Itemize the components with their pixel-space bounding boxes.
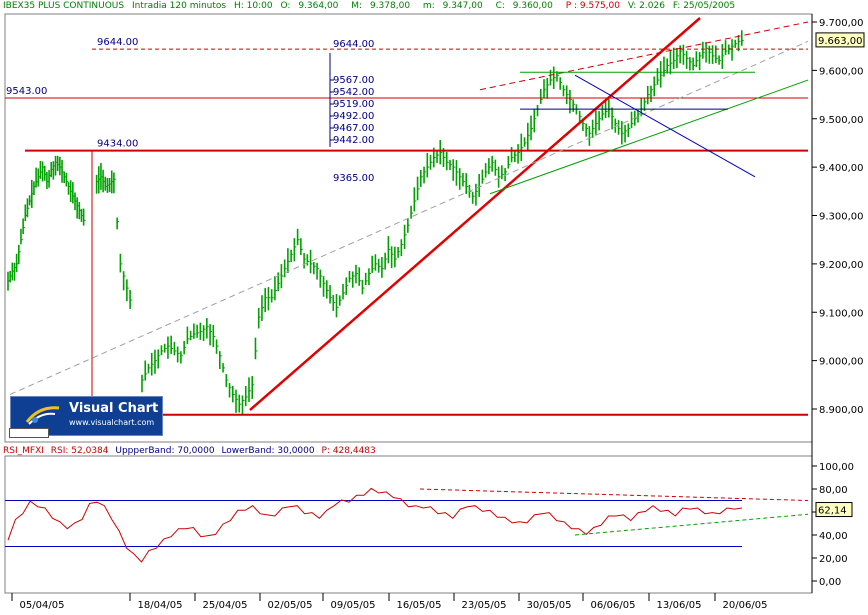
header-symbol: IBEX35 PLUS CONTINUOUS — [3, 1, 125, 11]
logo-tab — [9, 428, 49, 438]
price-ytick-label: 9.600,00 — [819, 66, 864, 77]
rsi-upper: UppperBand: 70,0000 — [115, 446, 215, 456]
rsi-panel-frame — [4, 455, 813, 594]
rsi-ytick-label: 20,00 — [819, 554, 848, 565]
price-ytick-label: 9.700,00 — [819, 18, 864, 29]
xtick-label: 09/05/05 — [331, 600, 376, 611]
price-ytick-label: 9.000,00 — [819, 357, 864, 368]
rsi-trend-upper — [419, 488, 809, 501]
rsi-ytick-label: 0,00 — [819, 577, 841, 588]
rsi-line — [7, 487, 743, 563]
trendline-blue — [574, 74, 756, 178]
header-f: F: 25/05/2005 — [672, 1, 736, 11]
header-p: P : 9.575,00 — [565, 1, 620, 11]
rsi-last-label: 62,14 — [818, 506, 847, 517]
price-ytick-label: 8.900,00 — [819, 405, 864, 416]
logo-swoosh-icon — [25, 406, 60, 425]
header-min: m: 9.347,00 — [422, 1, 483, 11]
rsi-ytick-label: 80,00 — [819, 485, 848, 496]
fib-label: 9519.00 — [333, 99, 374, 110]
hline-label-9543: 9543.00 — [6, 86, 47, 97]
price-last-label: 9.663,00 — [818, 36, 863, 47]
visual-chart-logo: Visual Chart www.visualchart.com — [10, 396, 163, 436]
price-ytick-label: 9.300,00 — [819, 212, 864, 223]
xtick-label: 05/04/05 — [20, 600, 65, 611]
header-v: V: 2.026 — [627, 1, 665, 11]
fib-label: 9467.00 — [333, 123, 374, 134]
header-close: C: 9.360,00 — [495, 1, 553, 11]
fib-label: 9567.00 — [333, 75, 374, 86]
fib-label: 9492.00 — [333, 111, 374, 122]
rsi-p: P: 428,4483 — [321, 446, 376, 456]
header-hour: H: 10:00 — [234, 1, 273, 11]
rsi-header: RSI_MFXI RSI: 52,0384 UppperBand: 70,000… — [3, 446, 380, 456]
fib-label: 9644.00 — [333, 39, 374, 50]
fib-label: 9542.00 — [333, 87, 374, 98]
xtick-label: 23/05/05 — [462, 600, 507, 611]
rsi-trend-lower — [574, 513, 809, 536]
xtick-label: 06/06/05 — [591, 600, 636, 611]
header-open: O: 9.364,00 — [280, 1, 339, 11]
rsi-value: RSI: 52,0384 — [50, 446, 109, 456]
price-ytick-label: 9.400,00 — [819, 163, 864, 174]
xtick-label: 20/06/05 — [723, 600, 768, 611]
header-max: M: 9.378,00 — [351, 1, 411, 11]
rsi-last-tag — [815, 502, 853, 518]
xtick-label: 16/05/05 — [397, 600, 442, 611]
fib-label: 9365.00 — [333, 173, 374, 184]
trendline-grey-dashed — [9, 40, 809, 395]
hline-label-9434: 9434.00 — [97, 139, 138, 150]
hline-label-9644: 9644.00 — [97, 37, 138, 48]
price-ytick-label: 9.200,00 — [819, 260, 864, 271]
trendline-main-red — [249, 17, 701, 411]
rsi-ytick-label: 100,00 — [819, 462, 854, 473]
trendline-upper-dashed — [479, 21, 809, 91]
trendline-green — [489, 79, 809, 195]
chart-header: IBEX35 PLUS CONTINUOUS Intradia 120 minu… — [3, 1, 740, 11]
fib-label: 9442.00 — [333, 135, 374, 146]
xtick-label: 25/04/05 — [203, 600, 248, 611]
logo-url: www.visualchart.com — [69, 418, 155, 427]
logo-title: Visual Chart — [69, 401, 159, 416]
xtick-label: 30/05/05 — [527, 600, 572, 611]
price-ytick-label: 9.100,00 — [819, 308, 864, 319]
rsi-name: RSI_MFXI — [3, 446, 44, 456]
rsi-lower: LowerBand: 30,0000 — [221, 446, 315, 456]
price-ytick-label: 9.500,00 — [819, 115, 864, 126]
xtick-label: 18/04/05 — [138, 600, 183, 611]
xtick-label: 13/06/05 — [657, 600, 702, 611]
rsi-ytick-label: 40,00 — [819, 531, 848, 542]
header-interval: Intradia 120 minutos — [131, 1, 227, 11]
price-last-tag — [815, 32, 865, 48]
xtick-label: 02/05/05 — [268, 600, 313, 611]
